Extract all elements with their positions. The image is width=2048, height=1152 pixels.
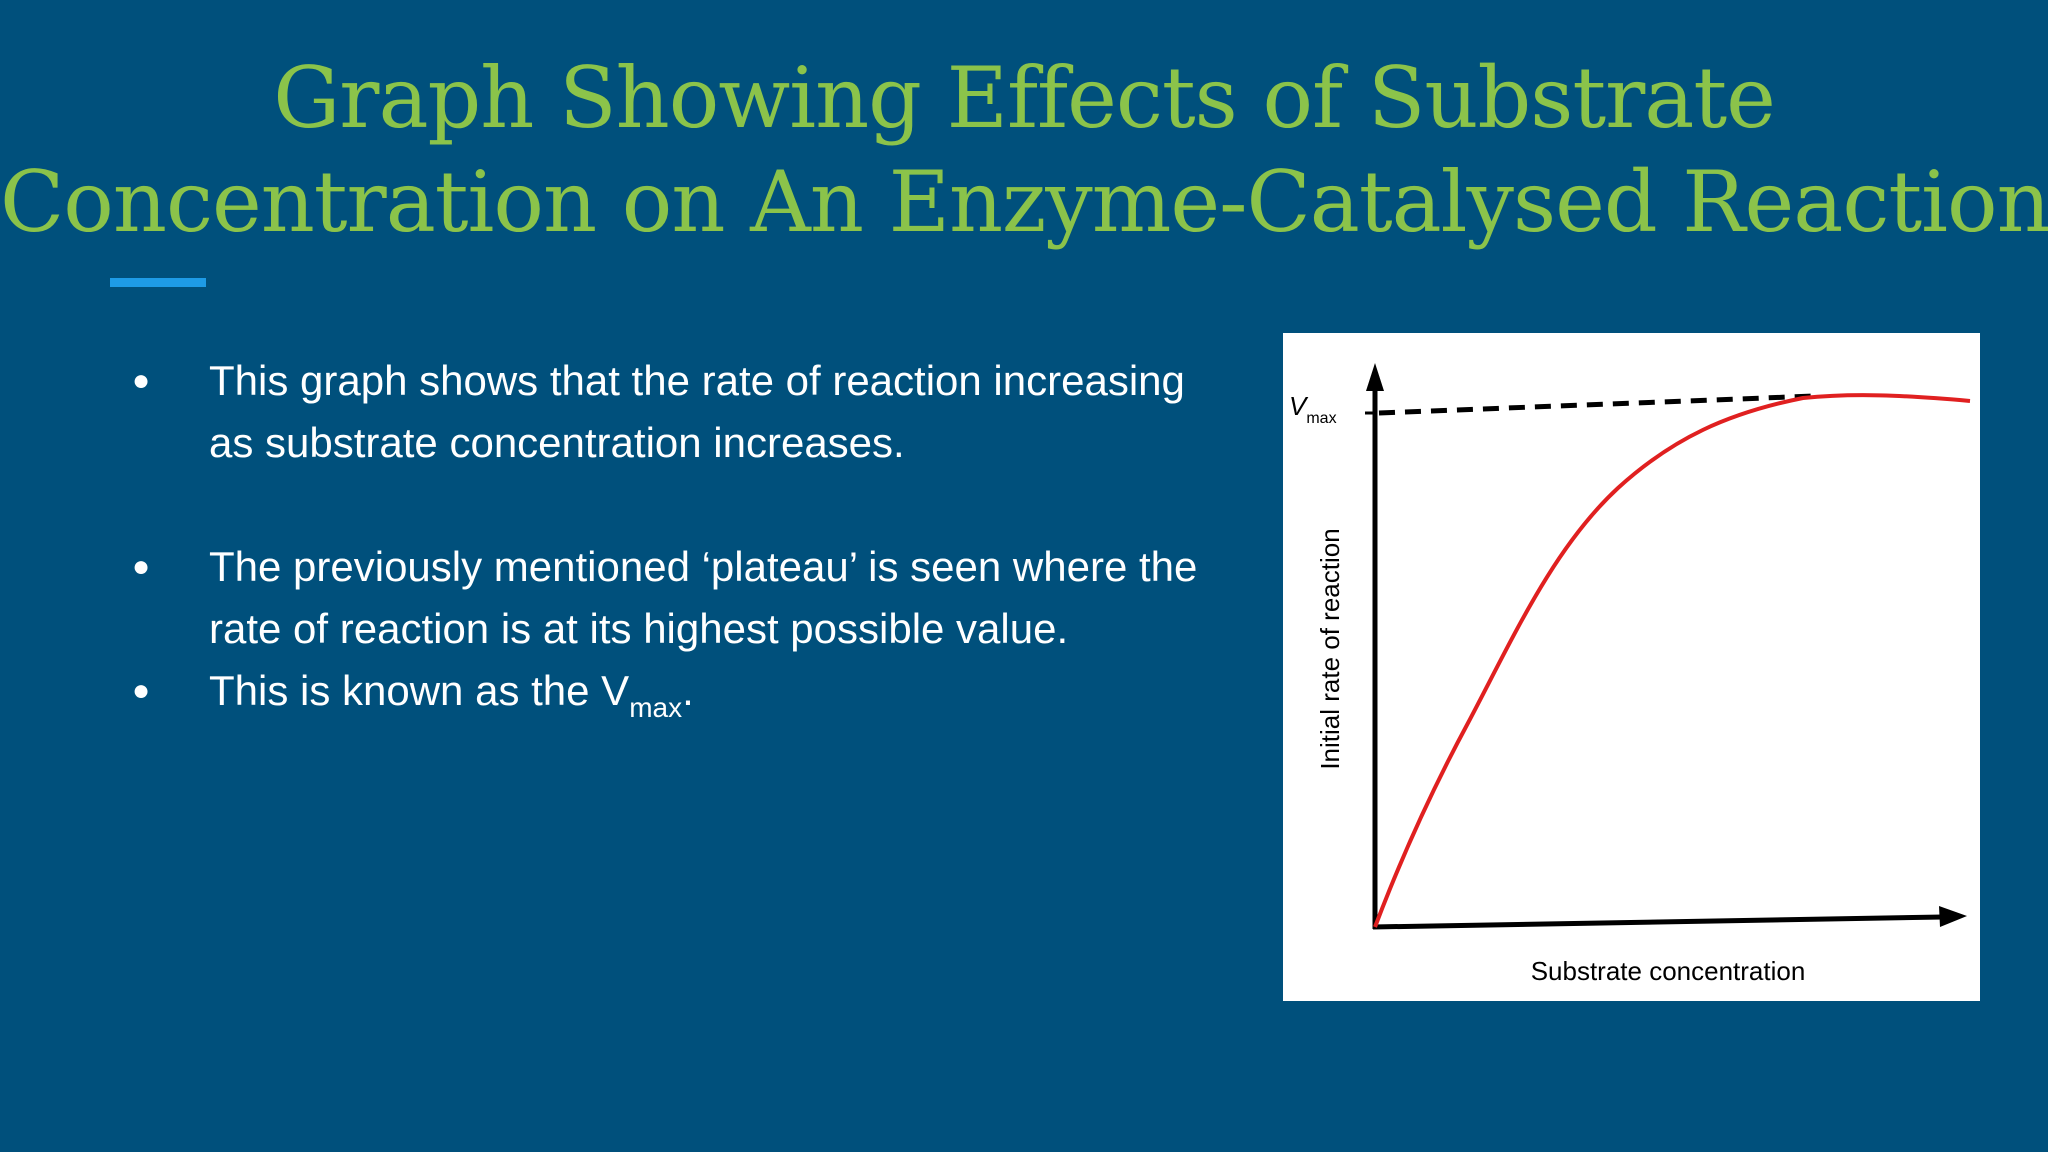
bullet-list: ● This graph shows that the rate of reac… xyxy=(130,350,1230,722)
title-line-2: Concentration on An Enzyme-Catalysed Rea… xyxy=(0,153,2048,251)
bullet-text: This graph shows that the rate of reacti… xyxy=(209,357,1185,466)
bullet-text-after: . xyxy=(682,667,694,714)
bullet-dot: ● xyxy=(132,364,151,397)
title-line-1: Graph Showing Effects of Substrate xyxy=(273,49,1776,147)
enzyme-rate-graph: Vmax Initial rate of reaction Substrate … xyxy=(1283,333,1980,1001)
bullet-item: ● This graph shows that the rate of reac… xyxy=(130,350,1230,474)
rate-curve xyxy=(1373,393,1971,928)
vmax-label-sub: max xyxy=(1306,410,1336,427)
vmax-label-v: V xyxy=(1289,391,1309,421)
x-axis xyxy=(1372,914,1944,930)
slide-title: Graph Showing Effects of Substrate Conce… xyxy=(0,46,2048,254)
bullet-dot: ● xyxy=(132,550,151,583)
bullet-item: ● This is known as the Vmax. xyxy=(130,660,1230,722)
bullet-item: ● The previously mentioned ‘plateau’ is … xyxy=(130,536,1230,660)
x-axis-arrow-icon xyxy=(1939,906,1967,927)
bullet-text-before: This is known as the V xyxy=(209,667,630,714)
vmax-dashed-line xyxy=(1378,393,1816,416)
y-axis-arrow-icon xyxy=(1366,363,1384,391)
graph-svg: Vmax Initial rate of reaction Substrate … xyxy=(1289,363,1971,986)
bullet-dot: ● xyxy=(132,674,151,707)
title-accent-bar xyxy=(110,278,206,287)
vmax-label: Vmax xyxy=(1289,391,1337,427)
y-axis-label: Initial rate of reaction xyxy=(1315,528,1345,769)
x-axis-label: Substrate concentration xyxy=(1531,956,1806,986)
bullet-subscript: max xyxy=(629,692,683,723)
bullet-text: The previously mentioned ‘plateau’ is se… xyxy=(209,543,1198,652)
